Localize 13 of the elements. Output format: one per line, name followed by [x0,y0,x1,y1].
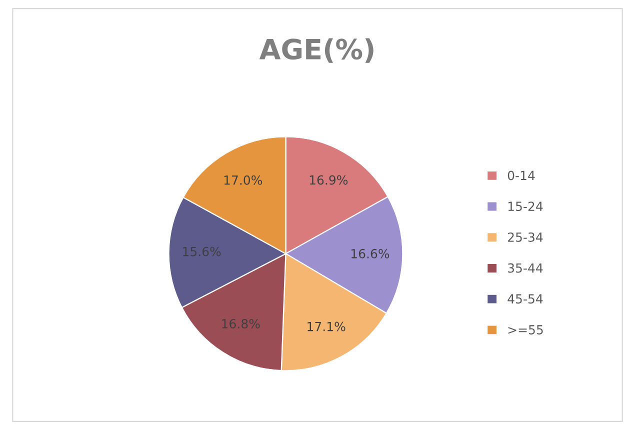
data-label: 16.9% [310,175,348,185]
data-label: 17.0% [224,175,262,185]
legend-label: 35-44 [508,263,543,273]
legend-label: 15-24 [508,202,543,212]
data-label: 17.1% [308,322,346,332]
data-label: 15.6% [183,246,221,256]
legend-label: 0-14 [508,170,535,180]
data-label: 16.8% [222,318,260,328]
legend-label: 45-54 [508,294,543,304]
legend-label: 25-34 [508,232,543,242]
chart-title: AGE(%) [259,38,374,63]
data-label: 16.6% [351,248,390,258]
legend-label: >=55 [508,325,543,334]
